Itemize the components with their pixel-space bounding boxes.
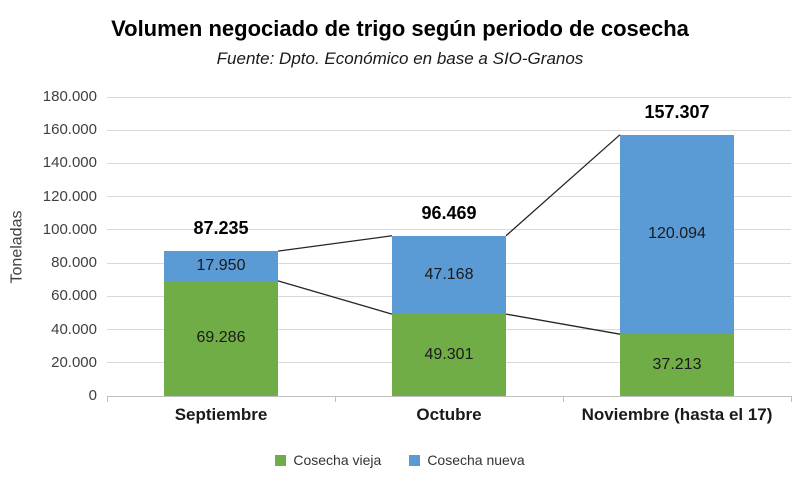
x-axis-tick: [107, 396, 108, 402]
segment-value-label: 17.950: [196, 256, 246, 274]
total-value-label: 96.469: [421, 202, 477, 223]
chart-subtitle: Fuente: Dpto. Económico en base a SIO-Gr…: [216, 49, 584, 68]
segment-value-label: 120.094: [648, 225, 706, 243]
x-axis-tick: [335, 396, 336, 402]
y-tick-label: 60.000: [51, 287, 97, 305]
y-tick-label: 140.000: [42, 154, 97, 172]
segment-value-label: 47.168: [424, 265, 474, 283]
bar-segment-cosecha-vieja: [392, 314, 506, 396]
gridline: [107, 96, 791, 98]
bar-segment-cosecha-nueva: [620, 134, 734, 335]
segment-value-label: 49.301: [424, 346, 474, 364]
total-value-label: 157.307: [644, 101, 710, 122]
series-connector-line: [277, 280, 393, 315]
category-label: Septiembre: [174, 405, 268, 424]
y-tick-label: 160.000: [42, 121, 97, 139]
bar-segment-cosecha-vieja: [620, 334, 734, 396]
legend-item-cosecha-vieja: Cosecha vieja: [275, 452, 381, 468]
series-connector-line: [505, 313, 621, 335]
y-tick-label: 40.000: [51, 320, 97, 338]
y-tick-label: 80.000: [51, 254, 97, 272]
gridline: [107, 162, 791, 164]
bar-segment-cosecha-nueva: [392, 235, 506, 315]
y-tick-label: 20.000: [51, 353, 97, 371]
bar-segment-cosecha-nueva: [164, 251, 278, 281]
y-tick-label: 100.000: [42, 220, 97, 238]
segment-value-label: 37.213: [652, 356, 702, 374]
series-connector-line: [277, 235, 393, 252]
chart-title: Volumen negociado de trigo según periodo…: [111, 16, 689, 41]
cosecha-vieja-swatch-icon: [275, 454, 287, 466]
series-connector-line: [505, 134, 621, 237]
category-label: Octubre: [416, 405, 482, 424]
cosecha-nueva-swatch-icon: [409, 454, 421, 466]
gridline: [107, 196, 791, 198]
legend-label-cosecha-vieja: Cosecha vieja: [293, 452, 382, 468]
legend-label-cosecha-nueva: Cosecha nueva: [427, 452, 525, 468]
x-axis-tick: [563, 396, 564, 402]
y-axis-title-wrap: Toneladas: [4, 97, 30, 396]
legend: Cosecha vieja Cosecha nueva: [0, 450, 800, 470]
x-axis-tick: [791, 396, 792, 402]
bar-segment-cosecha-vieja: [164, 280, 278, 396]
y-tick-label: 180.000: [42, 88, 97, 105]
gridline: [107, 129, 791, 131]
legend-item-cosecha-nueva: Cosecha nueva: [409, 452, 525, 468]
segment-value-label: 69.286: [196, 329, 246, 347]
gridline: [107, 229, 791, 231]
y-tick-label: 120.000: [42, 187, 97, 205]
total-value-label: 87.235: [193, 218, 249, 239]
category-label: Noviembre (hasta el 17): [581, 405, 773, 424]
y-tick-label: 0: [88, 387, 97, 404]
x-axis-line: [107, 395, 791, 397]
